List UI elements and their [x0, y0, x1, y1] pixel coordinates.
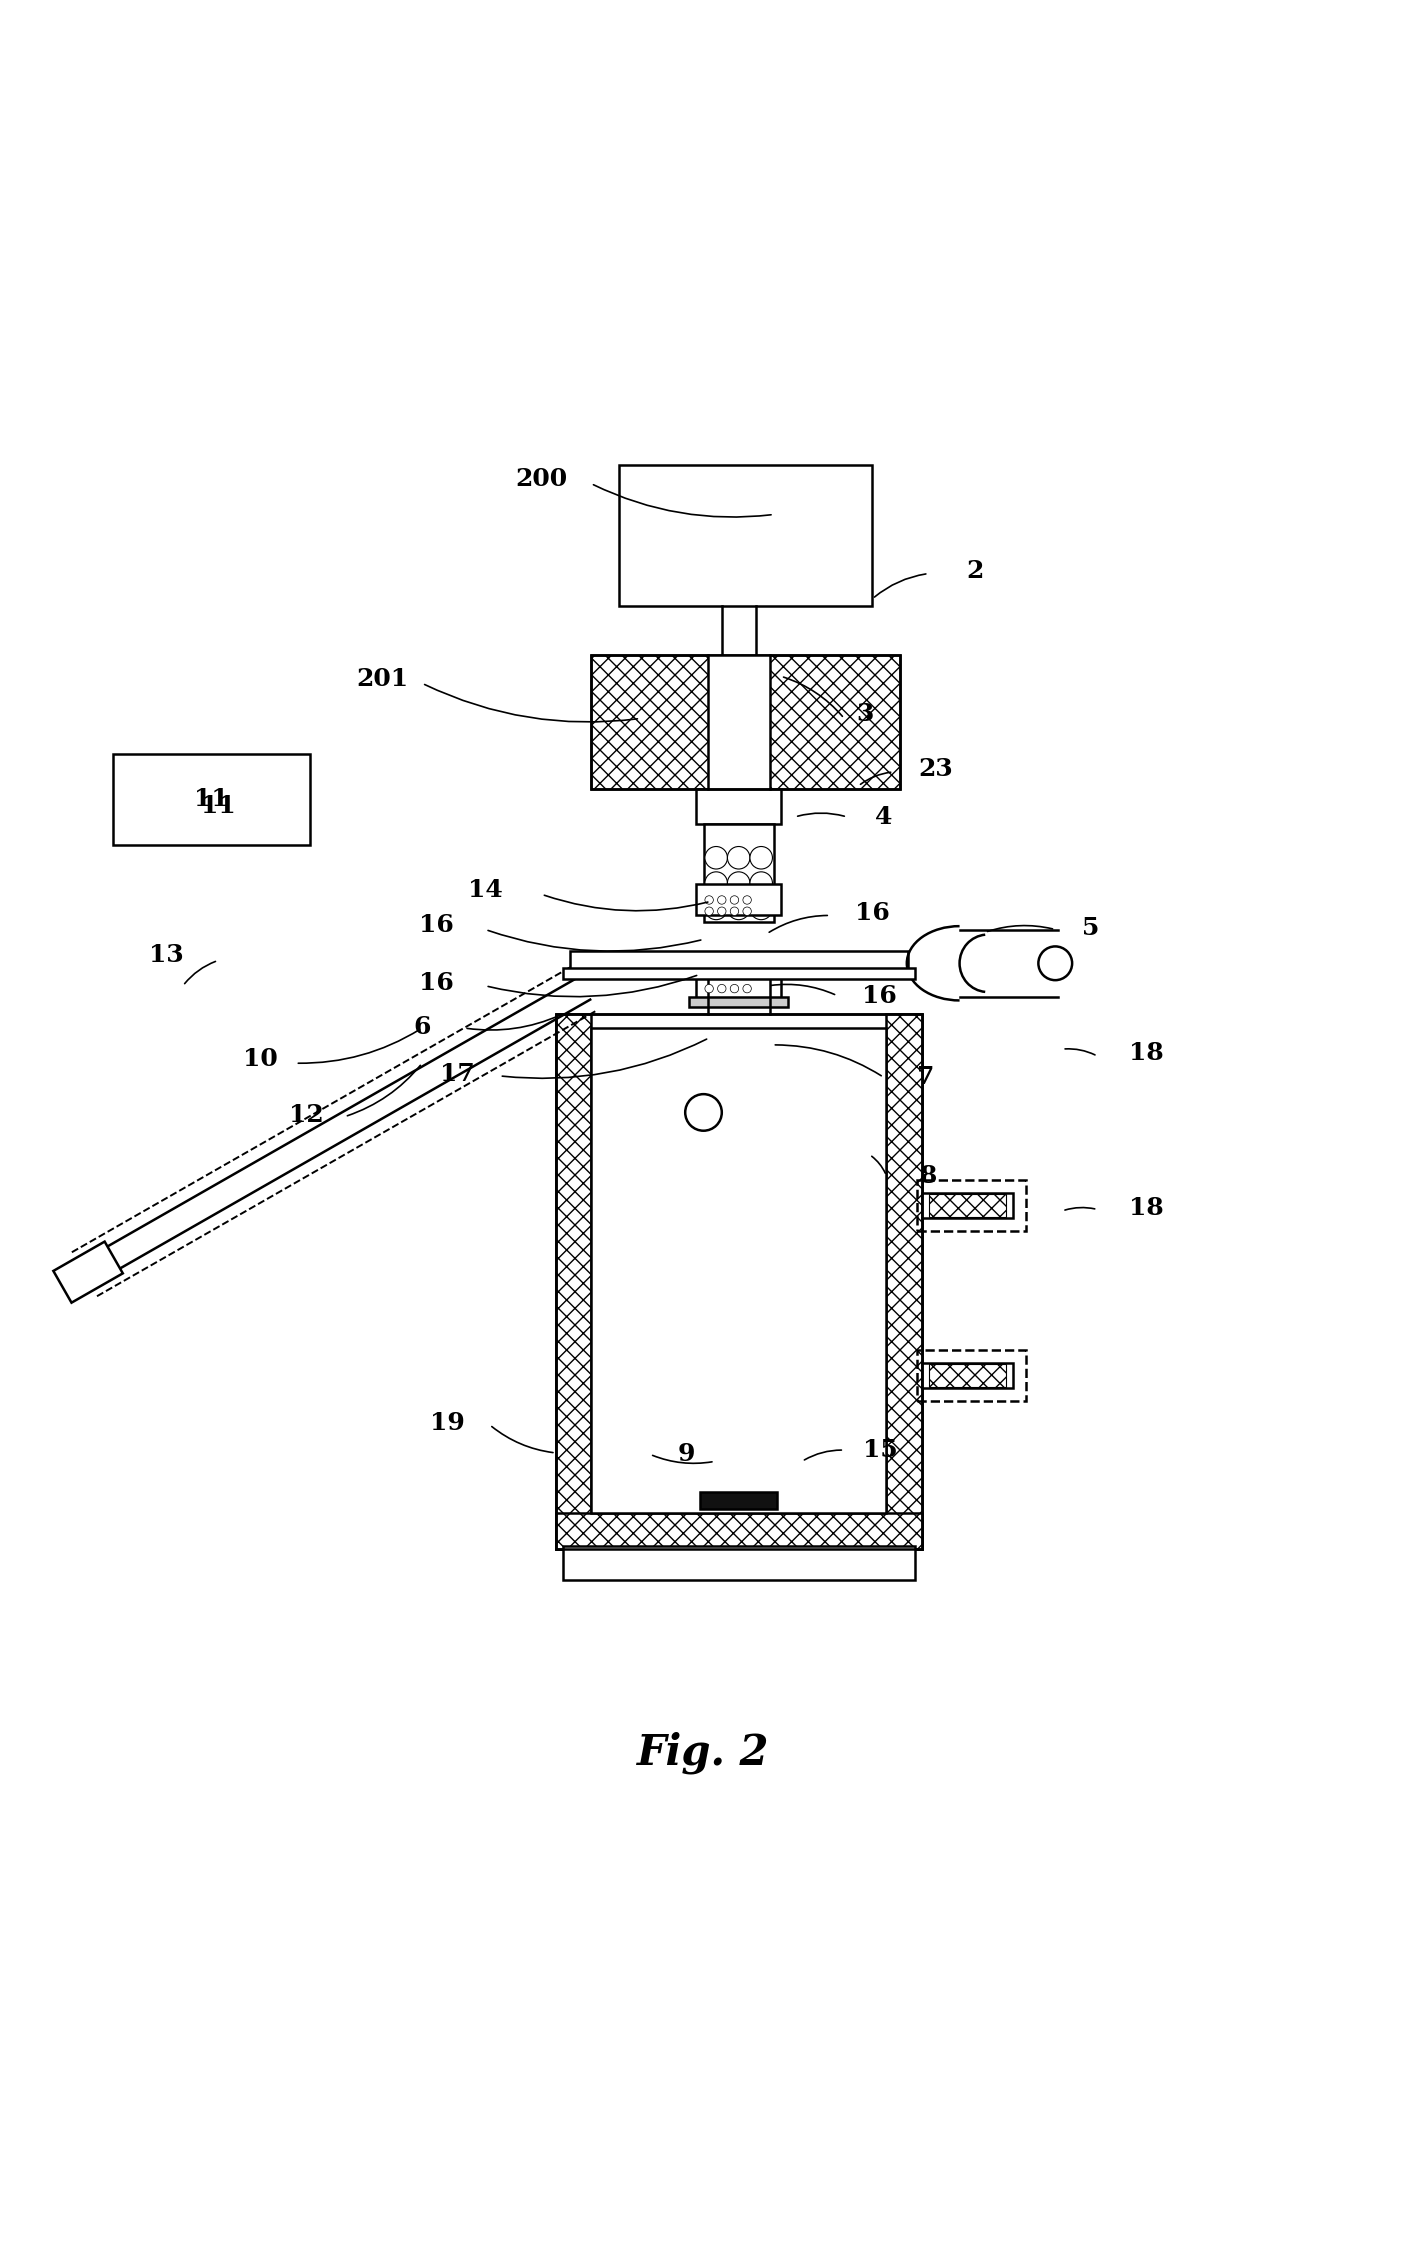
Circle shape: [718, 897, 726, 903]
Text: 11: 11: [194, 786, 228, 811]
Bar: [922, 1192, 1013, 1219]
Text: 9: 9: [678, 1442, 695, 1467]
Text: 18: 18: [1130, 1041, 1164, 1066]
Bar: [696, 885, 781, 915]
Bar: [570, 951, 908, 971]
Circle shape: [718, 985, 726, 994]
Circle shape: [750, 897, 772, 919]
Bar: [53, 1241, 122, 1302]
Circle shape: [730, 897, 739, 903]
Text: 13: 13: [149, 942, 183, 967]
Circle shape: [705, 872, 727, 894]
Text: 16: 16: [862, 985, 896, 1007]
Bar: [556, 1014, 922, 1548]
Bar: [591, 1027, 886, 1514]
Bar: [917, 1350, 1026, 1401]
Bar: [708, 656, 770, 789]
Text: 3: 3: [857, 703, 874, 725]
Text: 5: 5: [1082, 917, 1099, 940]
Text: 8: 8: [920, 1165, 937, 1187]
Circle shape: [727, 897, 750, 919]
Bar: [563, 1546, 915, 1579]
Text: 19: 19: [431, 1410, 464, 1435]
Circle shape: [1038, 946, 1072, 980]
Circle shape: [750, 872, 772, 894]
Bar: [689, 998, 788, 1007]
Bar: [563, 967, 915, 978]
Text: 11: 11: [201, 793, 235, 818]
Bar: [929, 1194, 1006, 1217]
Text: 16: 16: [855, 901, 889, 924]
Text: 15: 15: [864, 1437, 898, 1462]
Circle shape: [743, 985, 751, 994]
Circle shape: [727, 872, 750, 894]
Text: 6: 6: [414, 1014, 431, 1039]
Bar: [556, 1014, 922, 1548]
Circle shape: [705, 985, 713, 994]
Text: 14: 14: [469, 879, 502, 901]
Text: 200: 200: [515, 466, 568, 491]
Circle shape: [730, 908, 739, 915]
Text: 201: 201: [356, 667, 409, 692]
Bar: [619, 464, 872, 606]
Text: 10: 10: [243, 1048, 277, 1070]
Text: Fig. 2: Fig. 2: [637, 1730, 770, 1773]
Circle shape: [705, 897, 727, 919]
Text: 16: 16: [419, 971, 453, 996]
Bar: [113, 755, 310, 845]
Circle shape: [730, 985, 739, 994]
Text: 2: 2: [967, 559, 983, 584]
Bar: [917, 1181, 1026, 1230]
Bar: [699, 1491, 777, 1510]
Circle shape: [685, 1095, 722, 1131]
Circle shape: [718, 908, 726, 915]
Bar: [556, 1014, 591, 1548]
Bar: [922, 1363, 1013, 1388]
Bar: [704, 825, 774, 921]
Bar: [696, 971, 781, 1000]
Circle shape: [705, 847, 727, 870]
Text: 4: 4: [875, 804, 892, 829]
Bar: [696, 789, 781, 825]
Bar: [886, 1014, 922, 1548]
Bar: [591, 656, 900, 789]
Text: 16: 16: [419, 912, 453, 937]
Text: 12: 12: [290, 1104, 324, 1126]
Text: 23: 23: [919, 757, 953, 782]
Bar: [929, 1365, 1006, 1388]
Text: 7: 7: [917, 1066, 934, 1088]
Bar: [556, 1514, 922, 1548]
Circle shape: [705, 908, 713, 915]
Circle shape: [743, 908, 751, 915]
Text: 17: 17: [440, 1063, 474, 1086]
Circle shape: [743, 897, 751, 903]
Bar: [591, 656, 900, 789]
Circle shape: [705, 897, 713, 903]
Circle shape: [727, 847, 750, 870]
Text: 18: 18: [1130, 1196, 1164, 1221]
Circle shape: [750, 847, 772, 870]
